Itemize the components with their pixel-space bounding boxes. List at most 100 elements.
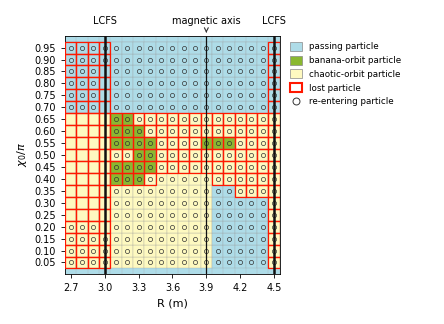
Bar xyxy=(133,101,144,113)
Bar xyxy=(155,101,167,113)
Bar xyxy=(133,173,144,185)
Bar xyxy=(88,233,99,245)
Bar xyxy=(201,125,212,137)
Bar xyxy=(122,65,133,77)
Bar xyxy=(88,185,99,197)
Bar xyxy=(234,185,246,197)
Bar xyxy=(201,89,212,101)
Bar xyxy=(167,221,178,233)
Bar xyxy=(155,221,167,233)
Bar xyxy=(190,125,201,137)
Bar xyxy=(111,209,122,221)
Bar xyxy=(76,197,88,209)
Bar xyxy=(212,137,223,149)
Bar xyxy=(99,257,111,269)
Bar xyxy=(155,209,167,221)
Bar xyxy=(155,53,167,65)
Bar xyxy=(201,209,212,221)
Bar xyxy=(99,89,111,101)
Bar xyxy=(65,137,76,149)
Bar xyxy=(269,125,280,137)
Bar xyxy=(246,245,257,257)
Bar xyxy=(257,173,269,185)
Bar xyxy=(99,173,111,185)
Bar xyxy=(257,185,269,197)
Bar xyxy=(190,137,201,149)
Bar xyxy=(76,173,88,185)
Bar xyxy=(111,185,122,197)
Bar xyxy=(178,125,190,137)
Bar xyxy=(269,65,280,77)
Bar xyxy=(178,161,190,173)
Bar xyxy=(76,185,88,197)
Bar xyxy=(99,233,111,245)
Bar xyxy=(88,257,99,269)
Bar xyxy=(65,149,76,161)
Bar xyxy=(65,185,76,197)
Bar xyxy=(223,257,234,269)
Bar xyxy=(190,41,201,53)
Bar xyxy=(111,257,122,269)
Bar xyxy=(223,113,234,125)
Bar xyxy=(111,101,122,113)
Bar xyxy=(257,245,269,257)
Bar xyxy=(269,233,280,245)
Bar xyxy=(257,233,269,245)
Bar xyxy=(223,149,234,161)
Bar xyxy=(99,161,111,173)
Bar xyxy=(223,209,234,221)
Bar xyxy=(257,173,269,185)
Bar xyxy=(269,221,280,233)
Bar xyxy=(133,53,144,65)
Bar xyxy=(167,77,178,89)
Bar xyxy=(223,161,234,173)
Bar xyxy=(99,221,111,233)
Bar xyxy=(178,221,190,233)
Y-axis label: $\chi_0/\pi$: $\chi_0/\pi$ xyxy=(15,143,29,168)
Bar xyxy=(178,209,190,221)
Bar xyxy=(212,173,223,185)
Bar xyxy=(111,89,122,101)
Bar xyxy=(144,137,155,149)
Bar xyxy=(76,137,88,149)
Bar xyxy=(122,113,133,125)
Bar xyxy=(144,113,155,125)
Bar xyxy=(122,89,133,101)
Bar xyxy=(76,221,88,233)
Bar xyxy=(269,245,280,257)
Bar xyxy=(122,233,133,245)
Bar xyxy=(99,41,111,53)
Bar xyxy=(201,233,212,245)
Bar xyxy=(257,41,269,53)
Bar xyxy=(223,197,234,209)
Bar xyxy=(269,161,280,173)
Bar xyxy=(76,233,88,245)
Bar xyxy=(133,149,144,161)
Bar xyxy=(133,161,144,173)
Bar xyxy=(178,197,190,209)
Bar xyxy=(99,41,111,53)
Bar xyxy=(65,149,76,161)
Bar xyxy=(190,125,201,137)
Bar xyxy=(99,125,111,137)
Bar xyxy=(122,137,133,149)
Bar xyxy=(234,137,246,149)
Bar xyxy=(122,197,133,209)
Bar xyxy=(122,125,133,137)
Bar xyxy=(155,149,167,161)
Bar xyxy=(269,137,280,149)
Bar xyxy=(76,77,88,89)
Bar xyxy=(246,101,257,113)
Bar xyxy=(133,113,144,125)
Bar xyxy=(190,149,201,161)
Bar xyxy=(178,125,190,137)
Bar xyxy=(201,137,212,149)
Bar xyxy=(190,233,201,245)
Bar xyxy=(76,53,88,65)
Bar xyxy=(246,233,257,245)
Bar xyxy=(76,257,88,269)
Bar xyxy=(155,89,167,101)
Bar xyxy=(122,101,133,113)
Bar xyxy=(76,41,88,53)
Bar xyxy=(133,65,144,77)
